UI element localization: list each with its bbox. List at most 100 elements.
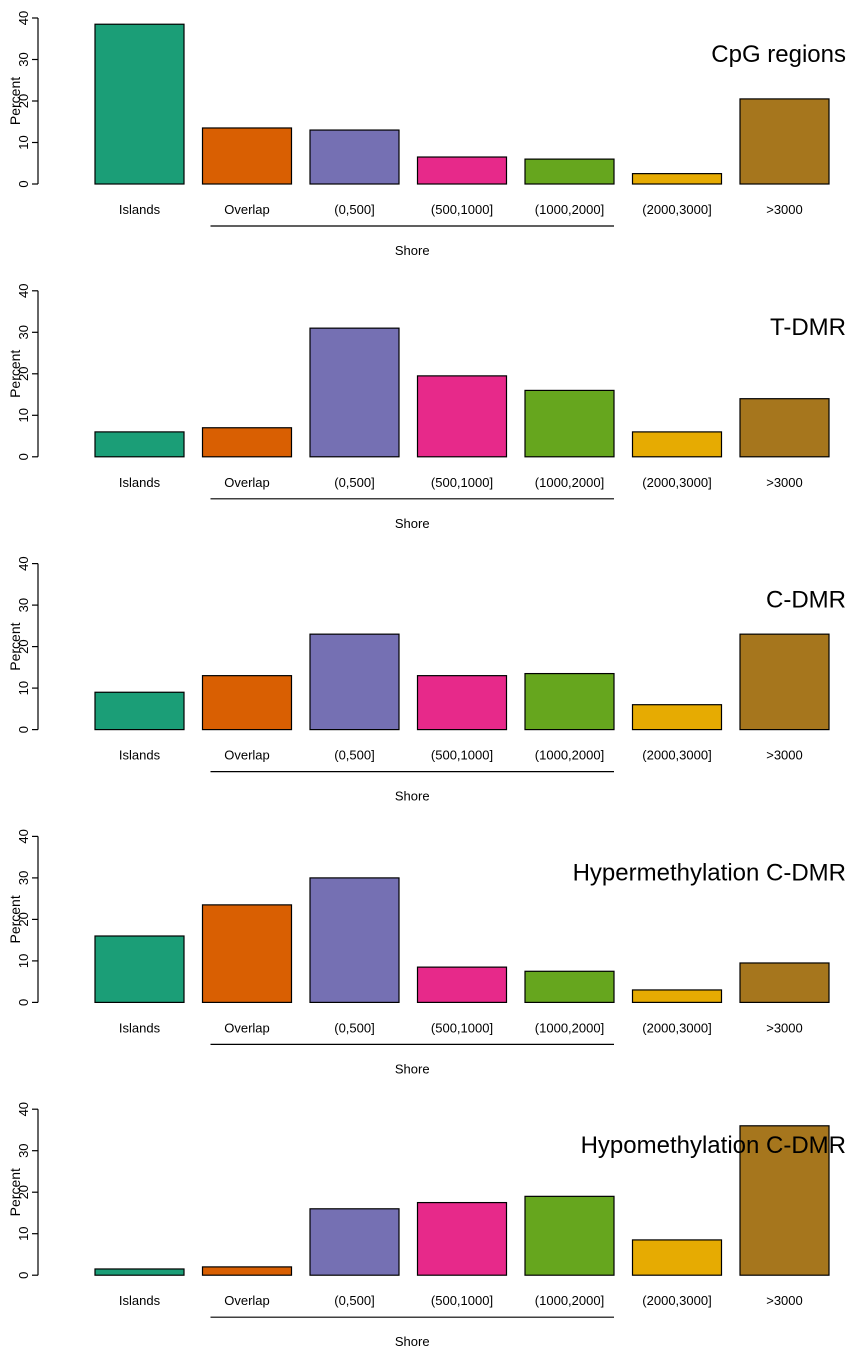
y-tick-label: 10 — [16, 681, 31, 695]
y-tick-label: 20 — [16, 1185, 31, 1199]
bar — [94, 1268, 185, 1276]
category-label: (0,500] — [334, 748, 374, 763]
bar — [416, 675, 508, 731]
bar — [94, 691, 185, 731]
y-tick-label: 40 — [16, 1102, 31, 1116]
category-label: Islands — [119, 202, 161, 217]
bar — [94, 431, 185, 458]
bar — [739, 98, 830, 185]
category-label: Overlap — [224, 1293, 270, 1308]
category-label: (2000,3000] — [642, 202, 711, 217]
y-axis-label: Percent — [7, 622, 23, 670]
group-label: Shore — [395, 243, 430, 258]
bar — [309, 129, 400, 185]
category-label: (500,1000] — [431, 475, 493, 490]
category-label: (0,500] — [334, 1020, 374, 1035]
y-axis-label: Percent — [7, 77, 23, 125]
chart-panel: 0 10 20 30 40 Percent Islands Overlap (0,500] (50… — [7, 1102, 846, 1349]
bar — [524, 389, 615, 458]
group-label: Shore — [395, 516, 430, 531]
bar — [309, 633, 400, 731]
y-tick-label: 10 — [16, 1226, 31, 1240]
bar — [631, 431, 723, 458]
category-label: Overlap — [224, 202, 270, 217]
y-tick-label: 40 — [16, 11, 31, 25]
bar — [309, 877, 400, 1004]
bar — [416, 156, 508, 185]
bar — [631, 1239, 723, 1276]
category-label: Islands — [119, 475, 161, 490]
category-label: >3000 — [766, 1020, 803, 1035]
y-tick-label: 40 — [16, 284, 31, 298]
category-label: (2000,3000] — [642, 1293, 711, 1308]
category-label: (1000,2000] — [535, 1020, 604, 1035]
bar — [416, 375, 508, 458]
category-label: Islands — [119, 1293, 161, 1308]
bar — [201, 427, 293, 458]
category-label: (0,500] — [334, 202, 374, 217]
category-label: (500,1000] — [431, 202, 493, 217]
panel-title: T-DMR — [770, 314, 846, 341]
category-label: Islands — [119, 748, 161, 763]
category-label: (1000,2000] — [535, 748, 604, 763]
category-label: (1000,2000] — [535, 475, 604, 490]
y-axis-label: Percent — [7, 350, 23, 398]
category-label: Overlap — [224, 748, 270, 763]
group-label: Shore — [395, 789, 430, 804]
y-tick-label: 10 — [16, 135, 31, 149]
bar — [94, 23, 185, 185]
y-tick-label: 30 — [16, 598, 31, 612]
bar — [201, 127, 293, 185]
bar — [739, 962, 830, 1004]
category-label: Overlap — [224, 1020, 270, 1035]
y-tick-label: 0 — [16, 999, 31, 1006]
group-label: Shore — [395, 1061, 430, 1076]
category-label: (2000,3000] — [642, 475, 711, 490]
bar — [739, 1125, 830, 1276]
chart-panel: 0 10 20 30 40 Percent Islands Overlap (0,500] (50… — [7, 556, 846, 803]
chart-panel: 0 10 20 30 40 Percent Islands Overlap (0,500] (50… — [7, 284, 846, 531]
y-tick-label: 0 — [16, 726, 31, 733]
category-label: >3000 — [766, 475, 803, 490]
y-tick-label: 0 — [16, 1272, 31, 1279]
y-tick-label: 10 — [16, 954, 31, 968]
y-tick-label: 40 — [16, 556, 31, 570]
category-label: (1000,2000] — [535, 202, 604, 217]
chart-panel: 0 10 20 30 40 Percent Islands Overlap (0,500] (50… — [7, 11, 846, 258]
bar — [739, 398, 830, 458]
category-label: >3000 — [766, 1293, 803, 1308]
bar — [309, 1208, 400, 1276]
bar — [309, 327, 400, 458]
bar — [416, 1201, 508, 1276]
y-tick-label: 30 — [16, 52, 31, 66]
y-tick-label: 30 — [16, 1143, 31, 1157]
bar — [416, 966, 508, 1004]
bar — [201, 904, 293, 1004]
category-label: (500,1000] — [431, 748, 493, 763]
chart-panel: 0 10 20 30 40 Percent Islands Overlap (0,500] (50… — [7, 829, 846, 1076]
category-label: (500,1000] — [431, 1020, 493, 1035]
category-label: Overlap — [224, 475, 270, 490]
category-label: (500,1000] — [431, 1293, 493, 1308]
y-tick-label: 20 — [16, 912, 31, 926]
category-label: >3000 — [766, 748, 803, 763]
y-tick-label: 10 — [16, 408, 31, 422]
y-tick-label: 20 — [16, 639, 31, 653]
y-axis-label: Percent — [7, 895, 23, 943]
category-label: (2000,3000] — [642, 748, 711, 763]
bar — [524, 970, 615, 1004]
bar — [631, 173, 723, 185]
category-label: (1000,2000] — [535, 1293, 604, 1308]
group-label: Shore — [395, 1334, 430, 1349]
y-tick-label: 40 — [16, 829, 31, 843]
panel-title: CpG regions — [711, 41, 846, 68]
y-tick-label: 0 — [16, 453, 31, 460]
category-label: (0,500] — [334, 1293, 374, 1308]
y-tick-label: 20 — [16, 94, 31, 108]
panel-title: Hypomethylation C-DMR — [581, 1132, 846, 1159]
category-label: (0,500] — [334, 475, 374, 490]
panel-title: Hypermethylation C-DMR — [573, 859, 846, 886]
bar — [739, 633, 830, 731]
